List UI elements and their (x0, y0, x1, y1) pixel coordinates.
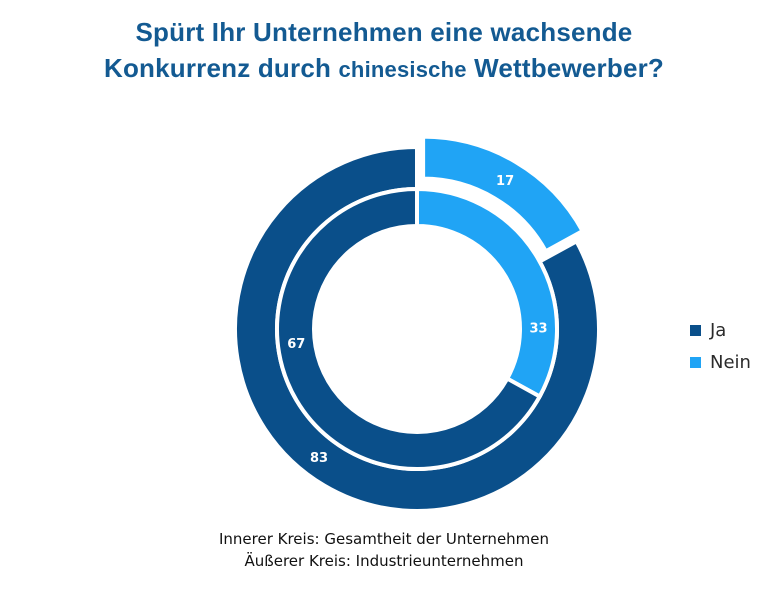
inner-label-nein: 33 (529, 321, 547, 336)
chart-title: Spürt Ihr Unternehmen eine wachsende Kon… (0, 14, 768, 88)
title-line-2a: Konkurrenz durch (103, 53, 339, 83)
title-line-2c: Wettbewerber? (466, 53, 665, 83)
legend-item-nein: Nein (690, 346, 751, 378)
outer-label-ja: 83 (310, 451, 328, 466)
caption: Innerer Kreis: Gesamtheit der Unternehme… (0, 528, 768, 572)
title-line-2: Konkurrenz durch chinesische Wettbewerbe… (0, 50, 768, 88)
legend: Ja Nein (690, 314, 751, 378)
legend-item-ja: Ja (690, 314, 751, 346)
title-line-1: Spürt Ihr Unternehmen eine wachsende (135, 17, 633, 47)
legend-swatch-ja (690, 324, 701, 336)
legend-label-ja: Ja (710, 319, 727, 341)
legend-label-nein: Nein (710, 351, 751, 373)
caption-outer: Äußerer Kreis: Industrieunternehmen (244, 552, 524, 570)
title-line-2b: chinesische (338, 57, 467, 82)
inner-label-ja: 67 (287, 337, 305, 352)
outer-label-nein: 17 (496, 174, 514, 189)
caption-inner: Innerer Kreis: Gesamtheit der Unternehme… (218, 530, 550, 548)
outer-ring-slice-nein (421, 134, 586, 254)
inner-ring-slice-ja (275, 186, 543, 471)
legend-swatch-nein (690, 356, 701, 368)
